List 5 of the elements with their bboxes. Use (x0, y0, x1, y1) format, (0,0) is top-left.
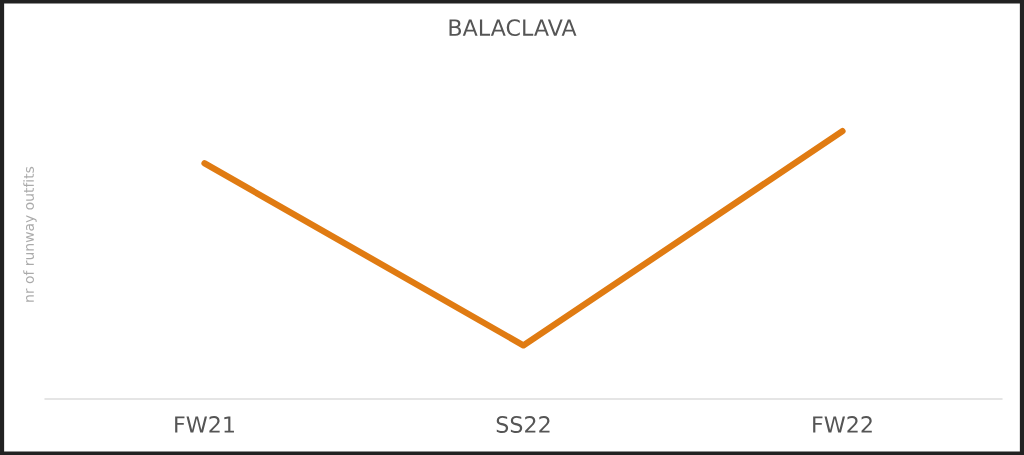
chart-title: BALACLAVA (449, 19, 577, 37)
y-axis-title: nr of runway outfits (23, 166, 37, 302)
x-tick-label: FW22 (813, 416, 872, 433)
x-tick-label: SS22 (496, 416, 550, 433)
x-tick-label: FW21 (175, 416, 234, 433)
